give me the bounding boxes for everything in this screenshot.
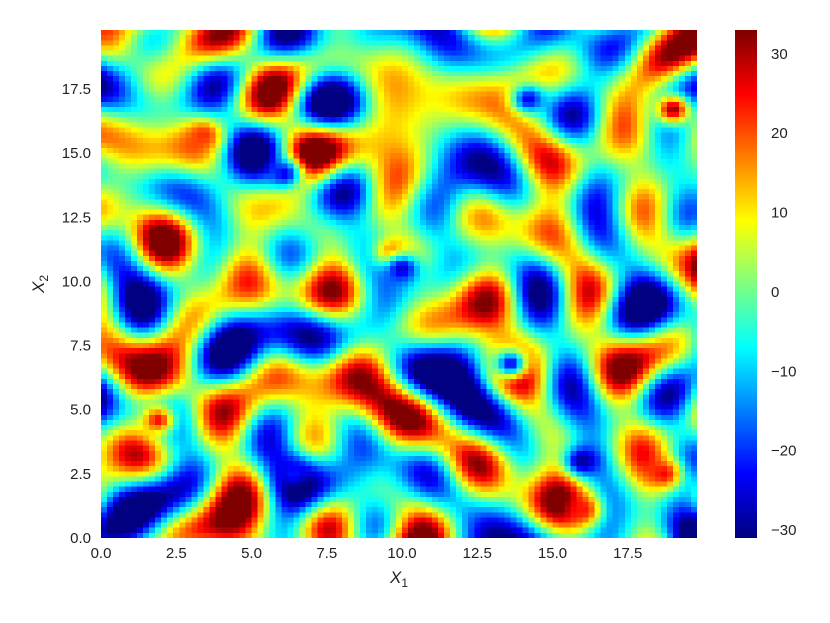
x-tick-label: 12.5: [463, 545, 492, 562]
x-tick-label: 2.5: [166, 545, 187, 562]
colorbar-tick-label: −30: [771, 522, 796, 539]
heatmap-plot-area: [101, 30, 697, 538]
colorbar-tick-label: 30: [771, 46, 788, 63]
y-axis-label: X2: [29, 275, 51, 294]
x-tick-label: 7.5: [316, 545, 337, 562]
y-axis-label-subscript: 2: [37, 275, 51, 282]
x-tick-label: 5.0: [241, 545, 262, 562]
y-tick-label: 15.0: [62, 145, 91, 162]
x-tick-label: 0.0: [91, 545, 112, 562]
y-tick-label: 7.5: [70, 338, 91, 355]
y-tick-label: 0.0: [70, 530, 91, 547]
y-tick-label: 17.5: [62, 81, 91, 98]
colorbar: [735, 30, 757, 538]
y-tick-label: 2.5: [70, 466, 91, 483]
x-tick-label: 15.0: [538, 545, 567, 562]
x-axis-label-subscript: 1: [401, 576, 408, 590]
y-tick-label: 5.0: [70, 402, 91, 419]
colorbar-tick-label: 0: [771, 284, 779, 301]
x-tick-label: 17.5: [613, 545, 642, 562]
colorbar-tick-label: −10: [771, 363, 796, 380]
x-tick-label: 10.0: [387, 545, 416, 562]
colorbar-tick-label: −20: [771, 443, 796, 460]
y-tick-label: 10.0: [62, 273, 91, 290]
y-tick-label: 12.5: [62, 209, 91, 226]
colorbar-tick-label: 20: [771, 125, 788, 142]
x-axis-label: X1: [389, 568, 408, 590]
colorbar-tick-label: 10: [771, 205, 788, 222]
